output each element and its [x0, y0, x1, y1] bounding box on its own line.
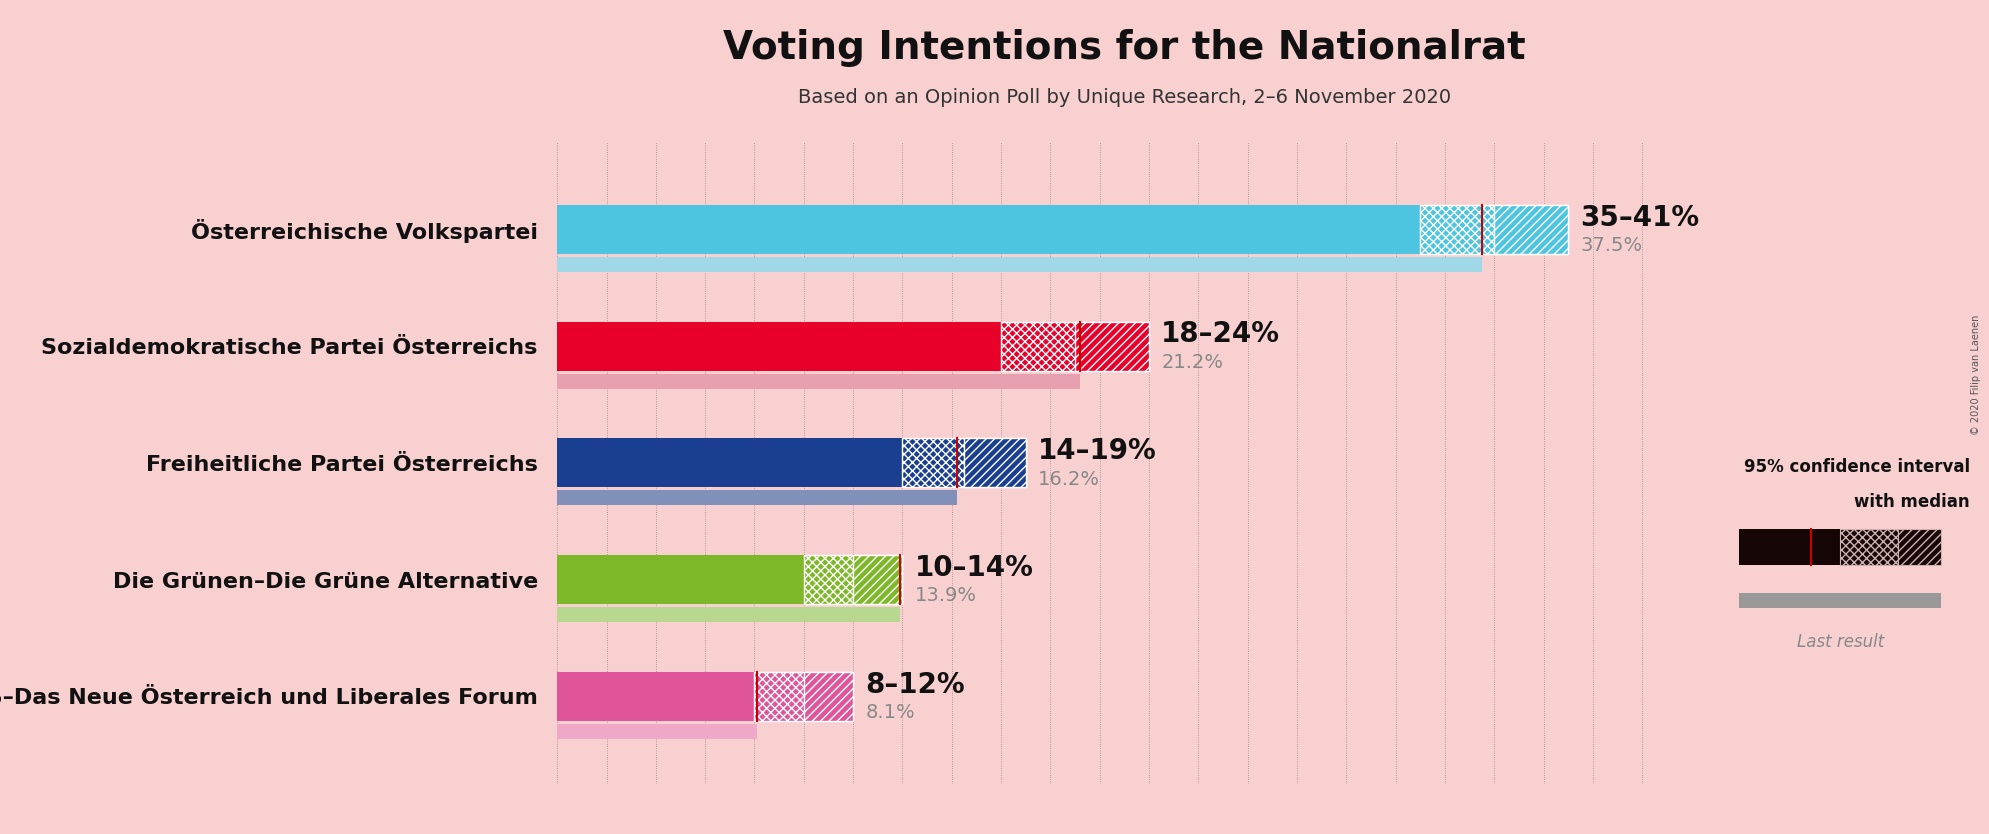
Bar: [557, 555, 804, 604]
Bar: [1000, 322, 1148, 370]
Text: 16.2%: 16.2%: [1038, 470, 1100, 489]
Text: © 2020 Filip van Laenen: © 2020 Filip van Laenen: [1969, 315, 1981, 435]
Bar: [557, 607, 899, 622]
Bar: [853, 555, 901, 604]
Bar: [1738, 593, 1939, 608]
Text: Based on an Opinion Poll by Unique Research, 2–6 November 2020: Based on an Opinion Poll by Unique Resea…: [798, 88, 1450, 107]
Text: Voting Intentions for the Nationalrat: Voting Intentions for the Nationalrat: [722, 29, 1526, 68]
Bar: [963, 439, 1024, 487]
Text: 14–19%: 14–19%: [1038, 437, 1156, 465]
Text: 8–12%: 8–12%: [865, 671, 965, 699]
Text: 95% confidence interval: 95% confidence interval: [1742, 458, 1969, 475]
Bar: [1494, 205, 1567, 254]
Text: 8.1%: 8.1%: [865, 703, 915, 722]
Bar: [1898, 529, 1939, 565]
Bar: [557, 439, 901, 487]
Text: 21.2%: 21.2%: [1162, 353, 1223, 372]
Text: 10–14%: 10–14%: [915, 554, 1032, 582]
Bar: [557, 322, 1000, 370]
Text: with median: with median: [1854, 493, 1969, 511]
Bar: [557, 724, 756, 739]
Bar: [557, 374, 1080, 389]
Bar: [557, 672, 754, 721]
Text: Last result: Last result: [1796, 633, 1884, 651]
Bar: [557, 490, 957, 505]
Text: 35–41%: 35–41%: [1579, 203, 1699, 232]
Bar: [804, 672, 853, 721]
Text: 18–24%: 18–24%: [1162, 320, 1279, 349]
Bar: [557, 205, 1420, 254]
Bar: [1840, 529, 1898, 565]
Bar: [557, 257, 1482, 272]
Bar: [1074, 322, 1148, 370]
Text: 13.9%: 13.9%: [915, 586, 977, 605]
Bar: [901, 439, 1024, 487]
Bar: [804, 555, 901, 604]
Bar: [1420, 205, 1567, 254]
Bar: [754, 672, 853, 721]
Text: 37.5%: 37.5%: [1579, 236, 1641, 255]
Bar: [1738, 529, 1840, 565]
